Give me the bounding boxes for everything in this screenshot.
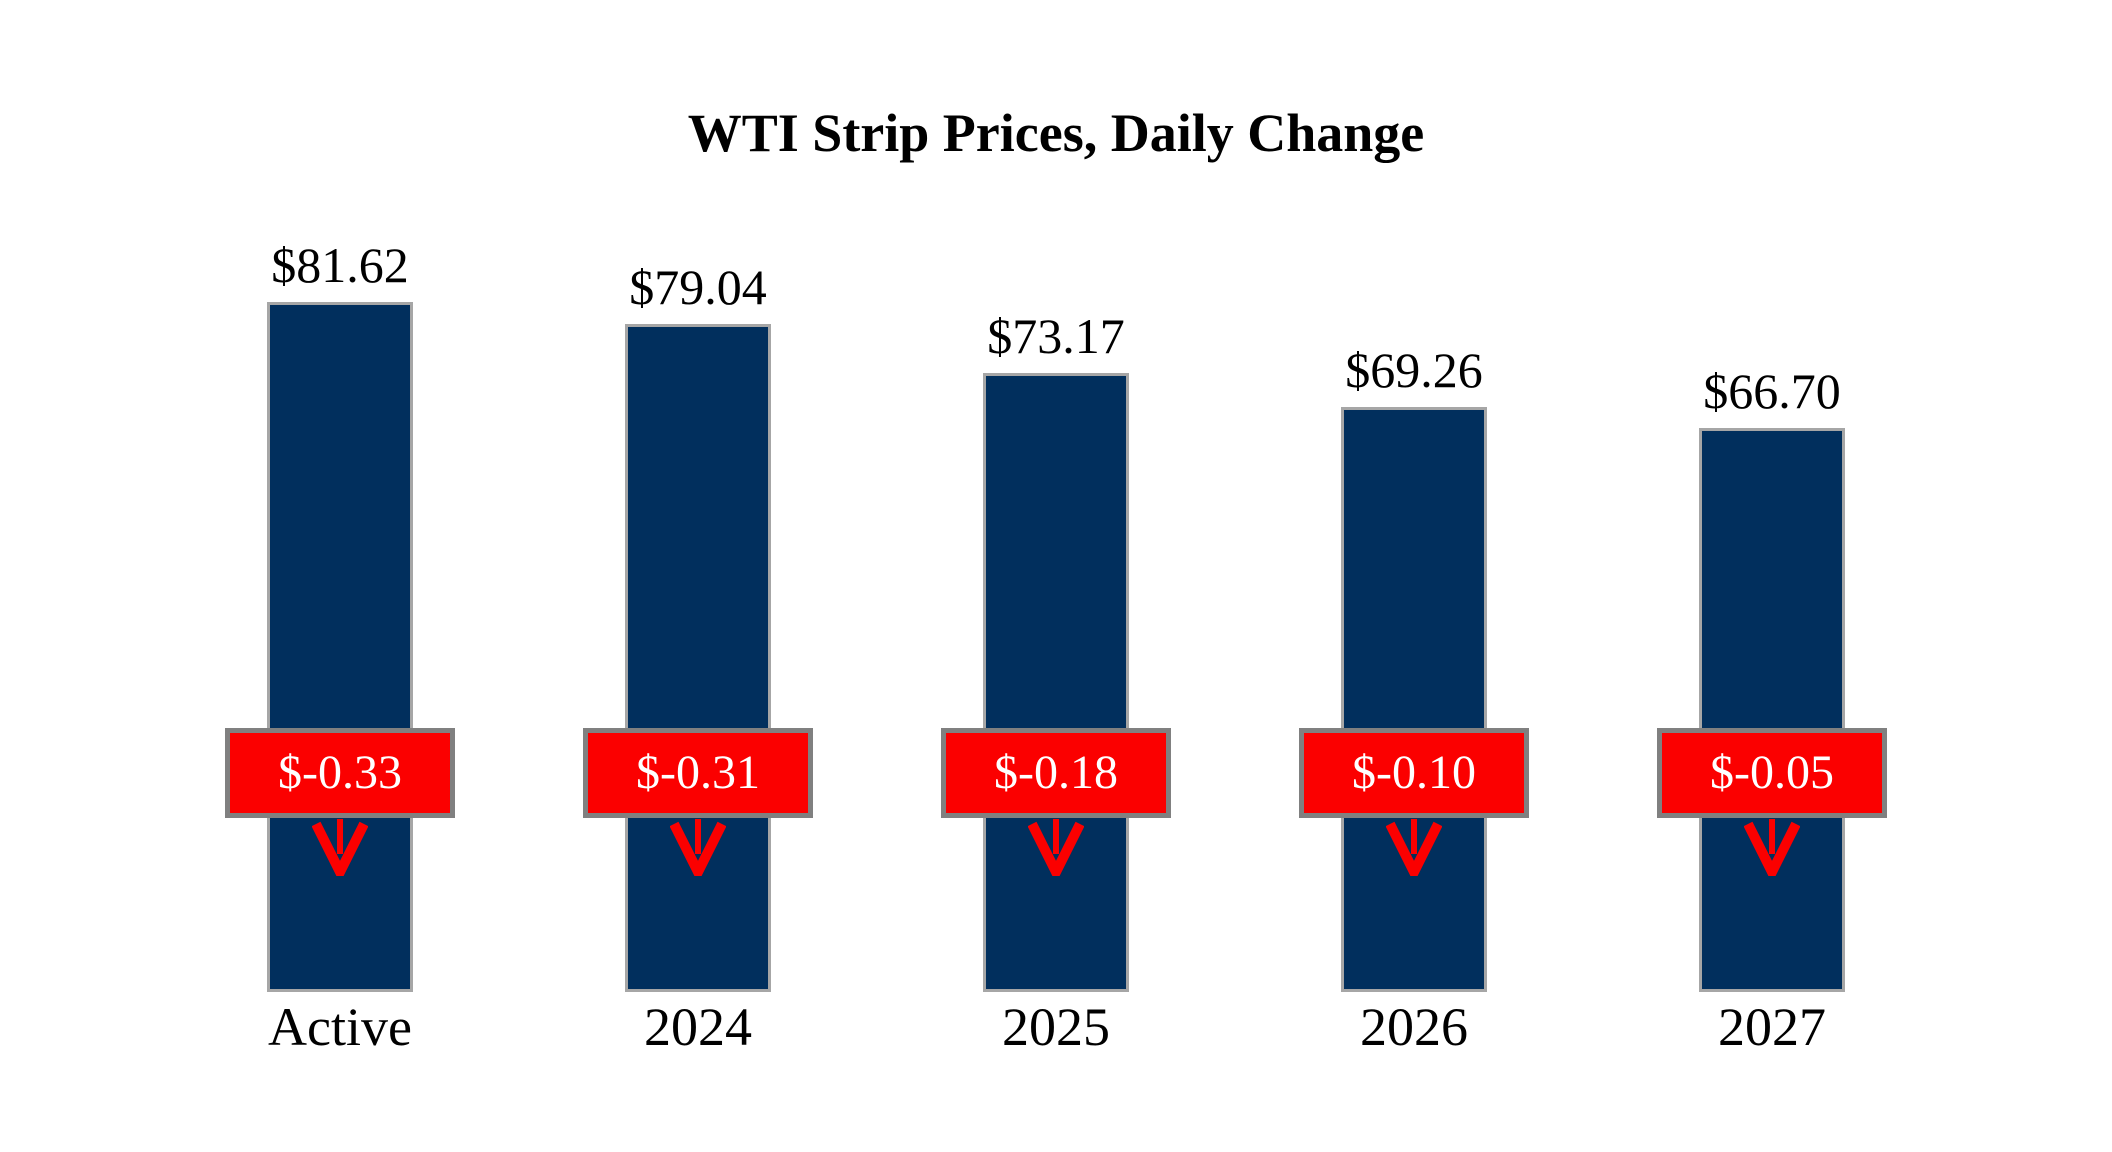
daily-change-label: $-0.33 (278, 746, 402, 799)
category-label: Active (268, 997, 412, 1057)
daily-change-label: $-0.31 (636, 746, 760, 799)
price-bar (1341, 407, 1487, 992)
category-label: 2027 (1718, 997, 1826, 1057)
daily-change-label: $-0.05 (1710, 746, 1834, 799)
price-bar (267, 302, 413, 992)
plot-area: $81.62 $-0.33 Active $79.04 $-0.31 2024 … (0, 230, 2112, 1057)
price-label: $79.04 (629, 259, 767, 315)
daily-change-box: $-0.31 (583, 728, 813, 818)
down-arrow-icon (1744, 819, 1800, 876)
bar-group: $66.70 $-0.05 2027 (1632, 230, 1912, 1057)
bar-group: $73.17 $-0.18 2025 (916, 230, 1196, 1057)
category-label: 2025 (1002, 997, 1110, 1057)
price-label: $69.26 (1345, 342, 1483, 398)
daily-change-box: $-0.05 (1657, 728, 1887, 818)
down-arrow-icon (1386, 819, 1442, 876)
price-label: $66.70 (1703, 363, 1841, 419)
category-label: 2024 (644, 997, 752, 1057)
price-bar (1699, 428, 1845, 992)
daily-change-box: $-0.10 (1299, 728, 1529, 818)
price-bar (983, 373, 1129, 992)
bar-group: $79.04 $-0.31 2024 (558, 230, 838, 1057)
down-arrow-icon (1028, 819, 1084, 876)
down-arrow-icon (312, 819, 368, 876)
down-arrow-icon (670, 819, 726, 876)
daily-change-label: $-0.18 (994, 746, 1118, 799)
price-label: $81.62 (271, 237, 409, 293)
price-label: $73.17 (987, 308, 1125, 364)
category-label: 2026 (1360, 997, 1468, 1057)
bar-group: $81.62 $-0.33 Active (200, 230, 480, 1057)
chart-title: WTI Strip Prices, Daily Change (687, 103, 1425, 163)
daily-change-box: $-0.18 (941, 728, 1171, 818)
daily-change-label: $-0.10 (1352, 746, 1476, 799)
bar-group: $69.26 $-0.10 2026 (1274, 230, 1554, 1057)
daily-change-box: $-0.33 (225, 728, 455, 818)
price-bar (625, 324, 771, 992)
